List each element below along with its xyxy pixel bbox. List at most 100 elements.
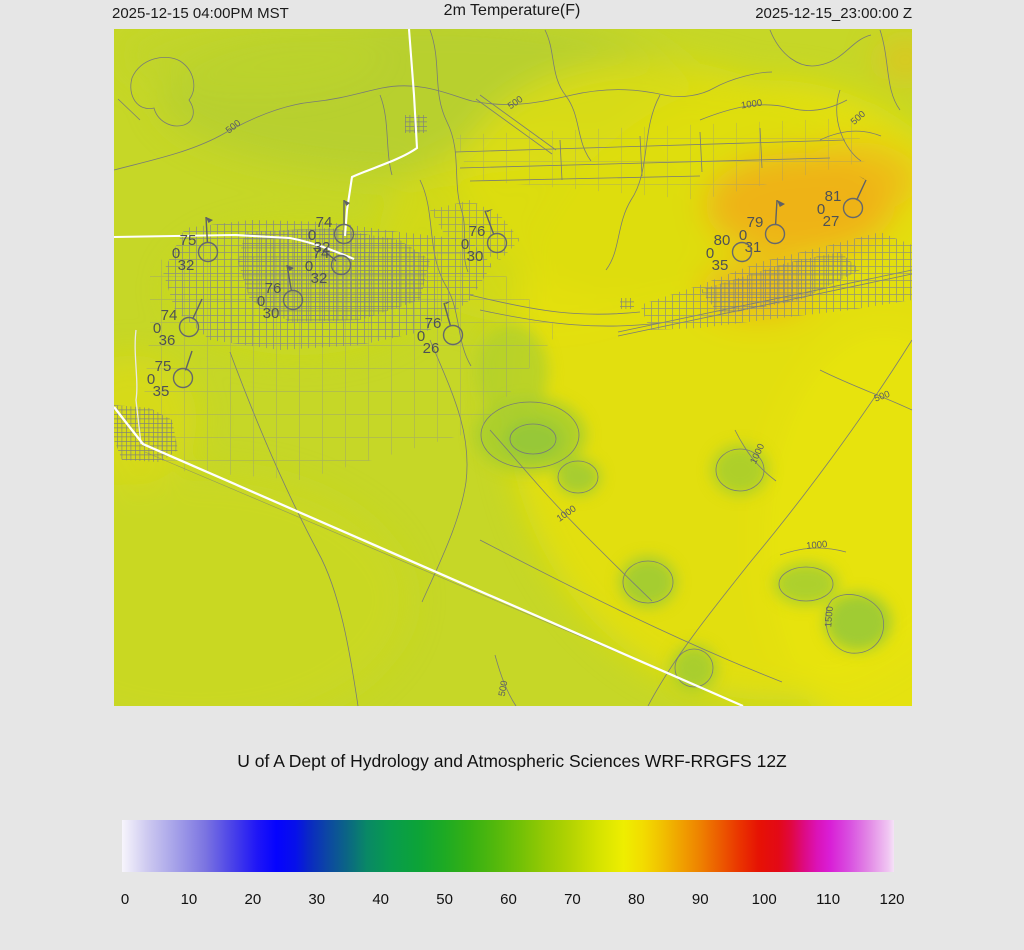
page-title: 2m Temperature(F) — [443, 2, 581, 19]
international-border-line — [113, 406, 744, 708]
highway-west-east — [113, 233, 355, 260]
wind-barb — [855, 179, 867, 201]
highway-north — [343, 28, 419, 237]
colorbar-tick: 70 — [564, 891, 581, 908]
contour-label: 500 — [497, 680, 511, 698]
station-circle — [178, 316, 200, 338]
wind-barb — [443, 302, 452, 327]
wind-barb — [286, 264, 292, 291]
station-cover: 0 — [461, 236, 469, 253]
station-temp: 81 — [825, 188, 842, 205]
wind-barb — [484, 210, 495, 235]
wind-barb-flag — [206, 217, 213, 223]
station-cover: 0 — [305, 258, 313, 275]
station-dewpoint: 36 — [159, 332, 176, 349]
station-dewpoint: 32 — [311, 270, 328, 287]
station-cover: 0 — [739, 227, 747, 244]
station-temp: 75 — [155, 358, 172, 375]
wind-barb-flag — [344, 200, 350, 206]
wind-barb — [205, 216, 209, 243]
colorbar-tick: 50 — [436, 891, 453, 908]
station-temp: 76 — [265, 280, 282, 297]
wind-barb — [191, 298, 203, 320]
valid-time-local: 2025-12-15 04:00PM MST — [112, 5, 289, 22]
station-dewpoint: 27 — [823, 213, 840, 230]
station-circle — [486, 232, 508, 254]
colorbar-tick: 40 — [372, 891, 389, 908]
station-temp: 80 — [714, 232, 731, 249]
station-cover: 0 — [308, 227, 316, 244]
station-cover: 0 — [147, 371, 155, 388]
station-cover: 0 — [153, 320, 161, 337]
station-circle — [333, 223, 355, 245]
forecast-map: 500 500 1000 500 500 1000 1000 1000 1500 500 75 0 3… — [0, 15, 1024, 750]
station-temp: 76 — [469, 223, 486, 240]
valid-time-utc: 2025-12-15_23:00:00 Z — [755, 5, 912, 22]
station-temp: 74 — [161, 307, 178, 324]
wind-barb — [184, 350, 193, 371]
station-dewpoint: 35 — [153, 383, 170, 400]
station-circle — [330, 254, 352, 276]
wind-barb-flag — [859, 176, 866, 180]
colorbar-tick: 0 — [120, 891, 130, 908]
station-dewpoint: 35 — [712, 257, 729, 274]
station-dewpoint: 30 — [467, 248, 484, 265]
contour-label: 500 — [873, 389, 892, 405]
colorbar-tick: 10 — [180, 891, 198, 908]
station-dewpoint: 26 — [423, 340, 440, 357]
station-circle — [764, 223, 786, 245]
colorbar-tick: 20 — [244, 891, 262, 908]
station-dewpoint: 31 — [745, 239, 762, 256]
colorbar-tick: 120 — [879, 891, 905, 908]
station-cover: 0 — [172, 245, 180, 262]
wind-barb-flag — [444, 301, 451, 304]
wind-barb-flag — [287, 265, 294, 271]
station-temp: 76 — [425, 315, 442, 332]
contour-label: 1000 — [740, 98, 762, 112]
station-circle — [197, 241, 219, 263]
colorbar-tick: 100 — [751, 891, 777, 908]
wind-barb-flag — [485, 209, 493, 212]
station-temp: 74 — [316, 214, 333, 231]
colorbar-tick-labels: 0 10 20 30 40 50 60 70 80 90 100 110 120 — [121, 891, 905, 911]
colorbar-tick: 90 — [691, 891, 709, 908]
station-cover: 0 — [817, 201, 825, 218]
contour-label: 1000 — [806, 539, 828, 552]
station-circle — [442, 324, 464, 346]
station-temp: 74 — [313, 245, 330, 262]
colorbar-tick: 110 — [816, 891, 841, 908]
station-circle — [282, 289, 304, 311]
station-circle — [731, 241, 753, 263]
station-cover: 0 — [257, 293, 265, 310]
temperature-colorbar — [122, 820, 894, 872]
station-temp: 75 — [180, 232, 197, 249]
station-plots: 7503274032740327603074036750357603076026… — [147, 176, 867, 400]
station-dewpoint: 32 — [178, 257, 195, 274]
station-circle — [172, 367, 194, 389]
station-temp: 79 — [747, 214, 764, 231]
wind-barb — [774, 199, 778, 225]
highways-and-border — [113, 28, 744, 708]
colorbar-tick: 60 — [500, 891, 517, 908]
station-dewpoint: 30 — [263, 305, 280, 322]
station-cover: 0 — [706, 245, 714, 262]
credit-line: U of A Dept of Hydrology and Atmospheric… — [237, 751, 787, 771]
colorbar-tick: 80 — [627, 891, 645, 908]
colorbar-tick: 30 — [308, 891, 326, 908]
station-cover: 0 — [417, 328, 425, 345]
station-circle — [842, 197, 864, 219]
wind-barb-flag — [777, 200, 785, 207]
urban-road-grids — [114, 115, 912, 480]
contour-label: 1500 — [823, 606, 836, 628]
